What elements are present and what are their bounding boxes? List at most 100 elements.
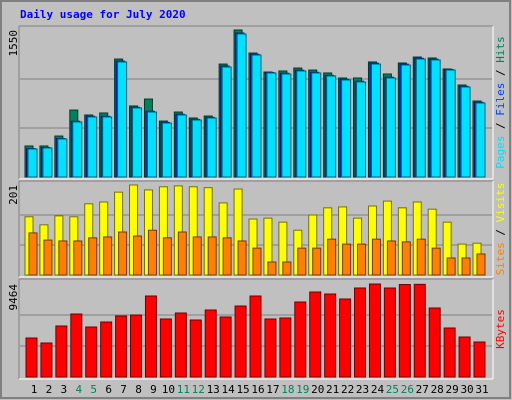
x-tick-label: 25	[386, 383, 399, 396]
bar	[282, 261, 292, 276]
bar	[55, 325, 68, 378]
x-tick-label: 5	[90, 383, 97, 396]
bar	[191, 119, 202, 178]
bar	[342, 243, 352, 276]
bar	[370, 63, 381, 178]
bar	[311, 72, 322, 178]
bar	[428, 307, 441, 378]
bar	[25, 337, 38, 378]
bar	[354, 287, 367, 378]
bar	[132, 107, 143, 178]
bar	[281, 73, 292, 178]
bar	[326, 75, 337, 178]
bar	[368, 283, 381, 378]
bar	[100, 321, 113, 378]
bar	[398, 284, 411, 378]
bar	[236, 33, 247, 178]
bar	[475, 102, 486, 178]
legend-entry: Hits	[494, 36, 507, 63]
legend-entry: Visits	[494, 183, 507, 223]
bar	[161, 122, 172, 178]
bar	[219, 316, 232, 378]
x-tick-label: 27	[416, 383, 429, 396]
x-tick-label: 23	[356, 383, 369, 396]
bar	[192, 236, 202, 276]
y-tick-label: 9464	[7, 284, 20, 311]
legend-entry: Files	[494, 83, 507, 116]
bar	[341, 79, 352, 178]
x-tick-label: 6	[105, 383, 112, 396]
bar	[327, 238, 337, 276]
x-tick-label: 10	[162, 383, 175, 396]
bar	[401, 241, 411, 276]
legend-entry: Sites	[494, 242, 507, 275]
bar	[72, 121, 83, 178]
bar	[204, 309, 217, 378]
legend: Sites / Visits	[494, 183, 507, 276]
bar	[147, 229, 157, 276]
bar	[133, 235, 143, 276]
bar	[146, 111, 157, 178]
x-tick-label: 19	[296, 383, 309, 396]
bar	[264, 318, 277, 378]
bar	[312, 247, 322, 276]
bar	[415, 58, 426, 178]
bar	[446, 257, 456, 276]
bar	[386, 240, 396, 276]
bar	[222, 237, 232, 276]
bar	[144, 295, 157, 378]
bar	[88, 237, 98, 276]
x-tick-label: 2	[46, 383, 53, 396]
legend-entry: Pages	[494, 136, 507, 169]
bar	[339, 298, 352, 378]
bar	[385, 77, 396, 178]
bar	[102, 116, 113, 178]
bar	[309, 291, 322, 378]
bar	[40, 342, 53, 378]
bar	[174, 312, 187, 378]
bar	[251, 54, 262, 178]
x-tick-label: 7	[120, 383, 127, 396]
bar	[73, 240, 83, 276]
x-tick-label: 11	[177, 383, 190, 396]
bar	[267, 261, 277, 276]
bar	[117, 61, 128, 178]
bar	[57, 138, 68, 178]
x-tick-label: 9	[150, 383, 157, 396]
x-tick-label: 20	[311, 383, 324, 396]
bar	[118, 231, 128, 276]
bar	[279, 317, 292, 378]
bar	[445, 69, 456, 178]
bar	[176, 114, 187, 178]
bar	[249, 295, 262, 378]
x-tick-label: 17	[266, 383, 279, 396]
bar	[58, 240, 68, 276]
x-tick-label: 21	[326, 383, 339, 396]
bar	[115, 315, 128, 378]
x-tick-label: 1	[31, 383, 38, 396]
bar	[27, 148, 38, 178]
x-tick-label: 16	[251, 383, 264, 396]
bar	[356, 81, 367, 178]
bar	[443, 327, 456, 378]
bar	[42, 147, 53, 178]
bar	[28, 232, 38, 276]
bar	[431, 247, 441, 276]
x-tick-label: 30	[460, 383, 473, 396]
bar	[296, 70, 307, 178]
bar	[324, 293, 337, 378]
bar	[206, 117, 217, 178]
x-tick-label: 18	[281, 383, 294, 396]
bar	[85, 326, 98, 378]
x-tick-label: 31	[475, 383, 488, 396]
bar	[357, 243, 367, 276]
legend-separator: /	[494, 116, 507, 136]
legend-separator: /	[494, 63, 507, 83]
x-tick-label: 12	[192, 383, 205, 396]
bar	[252, 247, 262, 276]
chart-title: Daily usage for July 2020	[20, 8, 186, 21]
bar	[458, 336, 471, 378]
